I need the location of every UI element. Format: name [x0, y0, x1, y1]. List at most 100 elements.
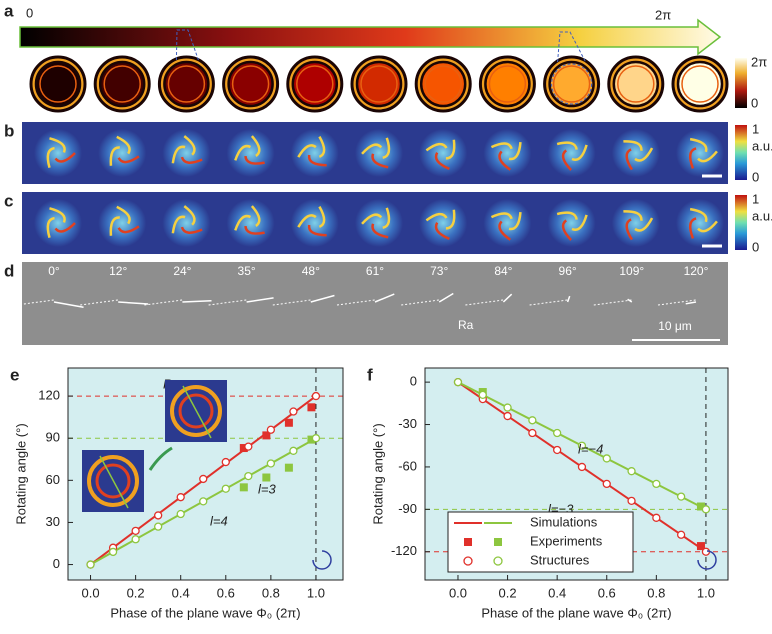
ring [39, 65, 77, 103]
structure-point [199, 474, 208, 484]
spiral-arm [318, 136, 326, 159]
ring [103, 65, 141, 103]
spiral-arm [116, 205, 131, 225]
x-tick-label: 0.0 [449, 585, 467, 600]
spiral-arm [689, 207, 708, 223]
structure-line [566, 295, 571, 303]
phase-arrow [19, 18, 722, 56]
spiral-arm [490, 212, 513, 220]
x-tick-label: 0.6 [217, 585, 235, 600]
structure-point [553, 445, 562, 455]
spiral-arm [382, 207, 391, 229]
inset-ring [170, 385, 222, 437]
spiral-arm [508, 142, 522, 161]
ring [552, 65, 591, 103]
panel-label: a [4, 1, 14, 20]
structure-line [685, 301, 697, 305]
colorbar-label: 0 [751, 95, 758, 110]
field-blob [98, 129, 147, 177]
structure-point [676, 492, 686, 501]
spiral-arm [445, 139, 456, 160]
structure-point [131, 526, 140, 536]
structure-point [503, 403, 512, 412]
field-blob [226, 129, 275, 177]
spiral-arm [250, 205, 261, 227]
spiral-arm [425, 212, 448, 222]
x-tick-label: 0.0 [82, 585, 100, 600]
spiral-arm [434, 152, 450, 170]
spiral-arm [434, 222, 450, 240]
spiral-arm [445, 209, 456, 230]
x-tick-label: 1.0 [697, 585, 715, 600]
y-axis-label: Rotating angle (°) [13, 423, 28, 524]
spiral-arm [689, 137, 708, 153]
angle-label: 12° [109, 264, 127, 278]
ring [167, 65, 206, 103]
colorbar-label: a.u. [752, 138, 772, 153]
panel-label: f [367, 365, 373, 384]
rotation-icon [312, 550, 332, 570]
structure-point [577, 441, 587, 450]
field-blob [226, 199, 275, 247]
ring [424, 65, 462, 103]
inset-ring [95, 463, 131, 499]
structure-point [221, 457, 230, 467]
field-blob [547, 129, 596, 177]
angle-label: 48° [302, 264, 320, 278]
spiral-arm [697, 220, 718, 233]
spiral-arm [361, 143, 383, 155]
angle-label: 96° [559, 264, 577, 278]
structure-point [478, 390, 487, 400]
field-blob [290, 199, 339, 247]
structure-point [311, 391, 321, 401]
field-blob [34, 199, 82, 247]
ring [488, 65, 527, 103]
panel-label: b [4, 121, 14, 140]
structure-point [453, 377, 463, 387]
spiral-arm [623, 140, 643, 151]
zoom-guide [557, 31, 587, 63]
spiral-arm [561, 219, 573, 241]
ring [484, 60, 531, 108]
spiral-arm [307, 154, 327, 167]
structure-point [627, 496, 636, 506]
structure-point [528, 428, 537, 438]
experiment-point [239, 444, 248, 453]
spiral-arm [183, 205, 196, 226]
colorbar [735, 195, 747, 250]
spiral-arm [297, 144, 317, 158]
annotation: l=3 [258, 481, 276, 496]
spiral-arm [561, 149, 573, 171]
spiral-arm [371, 153, 389, 169]
ring [548, 60, 595, 108]
x-axis-label: Phase of the plane wave Φ₀ (2π) [110, 605, 300, 620]
spiral-arm [49, 207, 66, 223]
ring [676, 60, 724, 108]
structure-point [176, 493, 185, 502]
colorbar-label: 0 [752, 239, 759, 254]
structure-point [652, 513, 661, 522]
panels-e-f: e 0.0 0.2 0.4 0.6 0.8 1.0 0 30 60 90 120 Phase of th… [10, 365, 729, 620]
ring [681, 65, 719, 103]
y-tick-label: -30 [398, 416, 417, 431]
spiral-arm [508, 212, 522, 231]
inset-axis [182, 385, 212, 439]
legend-label: Structures [530, 552, 590, 567]
spiral-arm [307, 224, 327, 237]
structure-line [246, 297, 274, 303]
colorbar-label: 0 [752, 169, 759, 184]
inset-ring [178, 393, 214, 429]
experiment-point [239, 483, 248, 492]
spiral-arm [46, 146, 55, 169]
field-blob [34, 129, 82, 177]
structure-point [108, 547, 118, 557]
spiral-arm [361, 213, 383, 225]
spiral-arm [625, 148, 633, 171]
y-axis-label: Rotating angle (°) [370, 423, 385, 524]
structure-point [199, 497, 208, 506]
spiral-arm [244, 155, 265, 165]
spiral-arm [46, 216, 55, 239]
structure-point [553, 428, 562, 438]
